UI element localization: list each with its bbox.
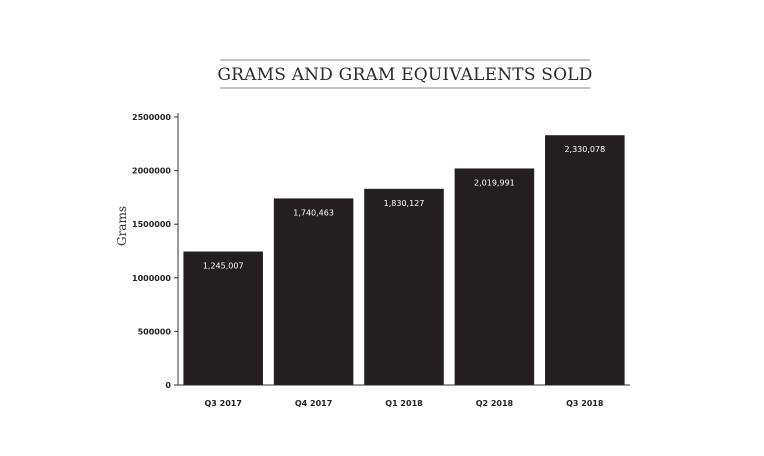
bar: [273, 198, 354, 385]
x-axis: Q3 2017 Q4 2017 Q1 2018 Q2 2018 Q3 2018: [178, 384, 630, 408]
y-tick-label: 1500000: [132, 220, 171, 229]
x-tick-label: Q2 2018: [476, 399, 514, 408]
x-tick-label: Q3 2017: [204, 399, 241, 408]
y-tick-label: 500000: [138, 327, 172, 336]
bars-group: 1,245,007 1,740,463 1,830,127 2,019,991 2,33…: [183, 135, 625, 385]
bar: [454, 168, 535, 385]
bar: [183, 251, 263, 385]
bar: [545, 135, 625, 385]
bar-data-label: 2,019,991: [474, 178, 515, 187]
bar-data-label: 1,740,463: [293, 208, 334, 217]
y-axis-label: Grams: [115, 206, 129, 246]
x-tick-label: Q1 2018: [385, 399, 423, 408]
chart-title: GRAMS AND GRAM EQUIVALENTS SOLD: [217, 65, 592, 85]
bar-data-label: 1,830,127: [384, 199, 425, 208]
y-tick-label: 2000000: [132, 167, 171, 176]
bar-data-label: 2,330,078: [564, 145, 605, 154]
x-tick-label: Q3 2018: [566, 399, 604, 408]
y-tick-label: 1000000: [132, 274, 171, 283]
y-axis: 0 500000 1000000 1500000 2000000 2500000: [132, 113, 179, 390]
bar-data-label: 1,245,007: [203, 262, 244, 271]
y-tick-label: 0: [165, 381, 171, 390]
bar: [364, 188, 444, 385]
chart-title-group: GRAMS AND GRAM EQUIVALENTS SOLD: [217, 59, 592, 89]
x-tick-label: Q4 2017: [295, 399, 332, 408]
y-tick-label: 2500000: [132, 113, 171, 122]
